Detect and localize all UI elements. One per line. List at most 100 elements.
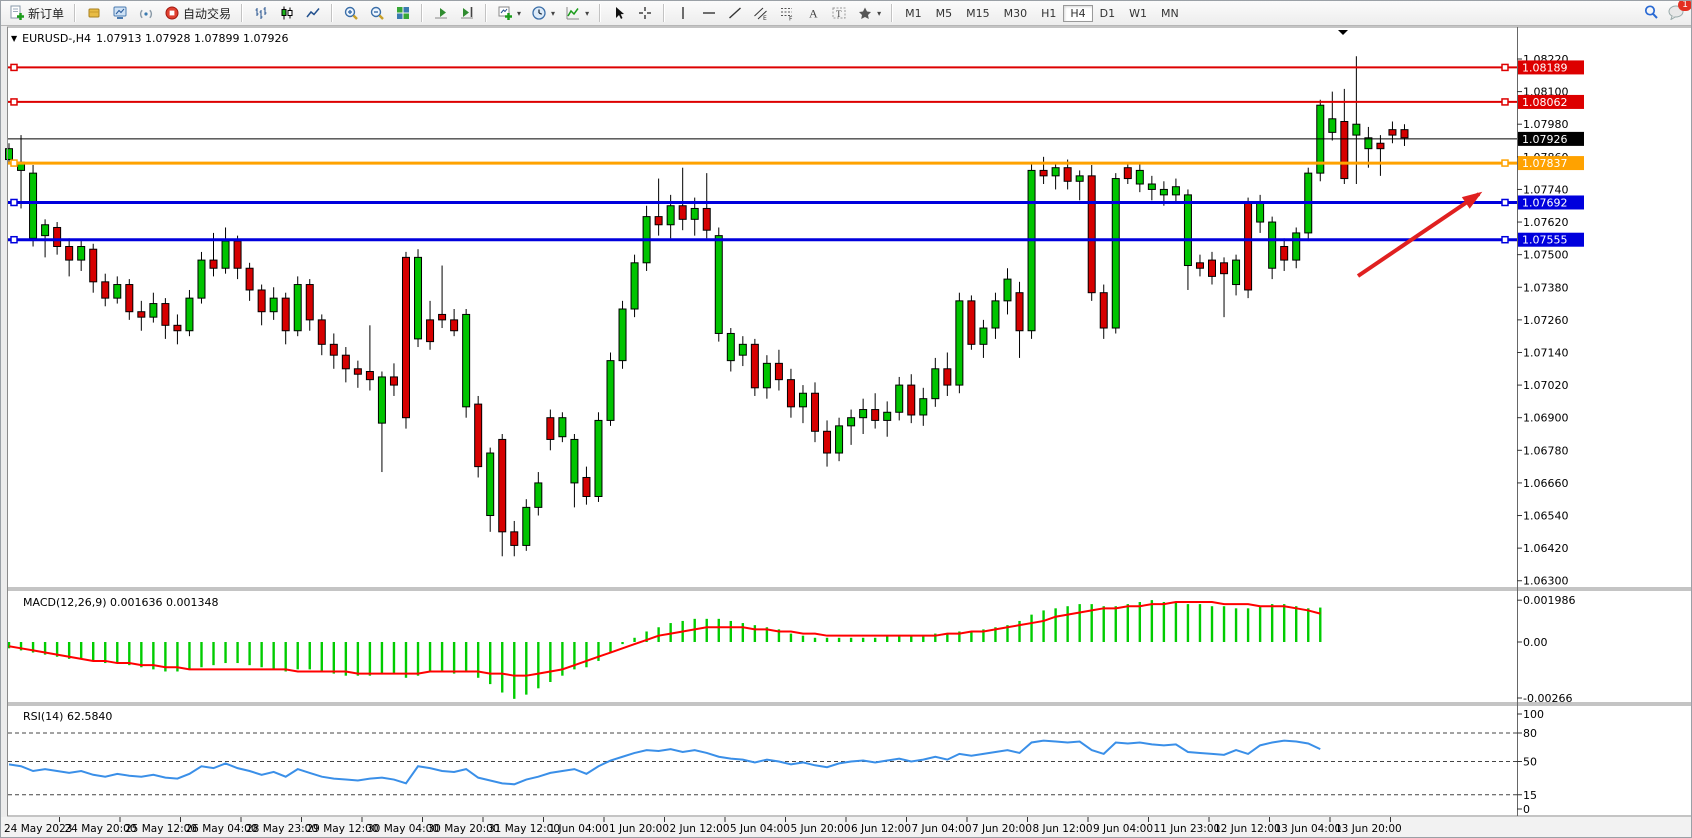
hline-handle[interactable] xyxy=(10,235,18,244)
periodicity-tool-button[interactable]: ▾ xyxy=(526,3,560,23)
arrows-dropdown-caret-icon[interactable]: ▾ xyxy=(877,8,882,18)
price-tick-label: 1.07380 xyxy=(1523,281,1569,294)
chart-shift-tool-button[interactable] xyxy=(454,3,480,23)
rsi-indicator-label: RSI(14) 62.5840 xyxy=(23,710,113,723)
bar-chart-tool-button[interactable] xyxy=(248,3,274,23)
timeframe-button-m1[interactable]: M1 xyxy=(905,6,922,20)
timeframe-button-d1[interactable]: D1 xyxy=(1099,6,1116,20)
candle-bull xyxy=(594,419,603,498)
cursor-tool-button[interactable] xyxy=(606,3,632,23)
timeframe-button-mn[interactable]: MN xyxy=(1161,6,1179,20)
candle-bull xyxy=(690,207,699,220)
candle-bull xyxy=(1364,137,1373,150)
gold-package-tool-button[interactable] xyxy=(81,3,107,23)
vertical-line-tool-button[interactable] xyxy=(670,3,696,23)
timeframe-button-m5[interactable]: M5 xyxy=(935,6,953,20)
signals-tool-button[interactable] xyxy=(133,3,159,23)
candle-bear xyxy=(1039,169,1048,177)
price-tick-label: 1.06540 xyxy=(1523,510,1569,523)
trade-profile-tool-button[interactable] xyxy=(107,3,133,23)
candle-bear xyxy=(654,216,663,226)
candlestick-chart-tool-button[interactable] xyxy=(274,3,300,23)
indicators-icon xyxy=(565,5,581,21)
hline-handle[interactable] xyxy=(10,198,18,207)
price-tick-label: 1.06420 xyxy=(1523,542,1569,555)
gold-package-icon xyxy=(86,5,102,21)
indicators-dropdown-caret-icon[interactable]: ▾ xyxy=(585,8,590,18)
auto-scroll-icon xyxy=(433,5,449,21)
candle-bear xyxy=(1099,292,1108,329)
chart-window[interactable]: 1.082201.081001.079801.078601.077401.076… xyxy=(1,26,1692,838)
fibonacci-tool-button[interactable]: F xyxy=(774,3,800,23)
price-badge xyxy=(1518,195,1584,210)
price-tick-label: 1.07140 xyxy=(1523,346,1569,359)
new-chart-dropdown-caret-icon[interactable]: ▾ xyxy=(517,8,522,18)
macd-tick-label: 0.001986 xyxy=(1523,594,1576,607)
timeframe-button-h4[interactable]: H4 xyxy=(1063,4,1093,22)
candle-bear xyxy=(401,256,410,419)
text-label-tool-button[interactable]: T xyxy=(826,3,852,23)
chart-scroll-marker-icon[interactable] xyxy=(1338,30,1348,35)
candle-bull xyxy=(113,284,122,299)
price-badge-label: 1.07926 xyxy=(1522,133,1568,146)
toolbar-separator xyxy=(331,4,334,22)
candle-bear xyxy=(750,343,759,389)
candle-bull xyxy=(1183,194,1192,267)
autotrading-button[interactable]: 自动交易 xyxy=(159,3,236,24)
rsi-tick-label: 80 xyxy=(1523,727,1537,740)
zoom-in-tool-button[interactable] xyxy=(338,3,364,23)
hline-handle[interactable] xyxy=(1501,98,1509,106)
time-tick-label: 30 May 20:00 xyxy=(428,823,500,835)
price-chart-canvas[interactable]: 1.082201.081001.079801.078601.077401.076… xyxy=(1,26,1692,838)
hline-handle[interactable] xyxy=(1501,235,1509,244)
crosshair-tool-button[interactable] xyxy=(632,3,658,23)
chat-button[interactable]: 1 xyxy=(1667,1,1691,23)
toolbar-separator xyxy=(891,4,894,22)
line-chart-tool-button[interactable] xyxy=(300,3,326,23)
search-icon[interactable] xyxy=(1643,4,1659,23)
price-tick-label: 1.07740 xyxy=(1523,183,1569,196)
new-chart-tool-button[interactable]: ▾ xyxy=(492,3,526,23)
periodicity-dropdown-caret-icon[interactable]: ▾ xyxy=(551,8,556,18)
trade-profile-icon xyxy=(112,5,128,21)
candle-bull xyxy=(1111,178,1120,329)
time-tick-label: 7 Jun 04:00 xyxy=(912,823,972,835)
autotrading-icon xyxy=(164,5,180,21)
trendline-tool-button[interactable] xyxy=(722,3,748,23)
timeframe-button-h1[interactable]: H1 xyxy=(1041,6,1057,20)
candle-bear xyxy=(967,300,976,345)
price-tick-label: 1.06900 xyxy=(1523,412,1569,425)
indicators-tool-button[interactable]: ▾ xyxy=(560,3,594,23)
price-tick-label: 1.07260 xyxy=(1523,314,1569,327)
timeframe-button-m30[interactable]: M30 xyxy=(1003,6,1028,20)
line-chart-icon xyxy=(305,5,321,21)
candle-bull xyxy=(955,300,964,386)
tile-windows-tool-button[interactable] xyxy=(390,3,416,23)
candle-bear xyxy=(498,438,507,533)
hline-handle[interactable] xyxy=(1501,198,1509,207)
candle-bull xyxy=(618,308,627,362)
timeframe-button-w1[interactable]: W1 xyxy=(1129,6,1147,20)
signals-icon xyxy=(138,5,154,21)
hline-handle[interactable] xyxy=(10,159,18,167)
auto-scroll-tool-button[interactable] xyxy=(428,3,454,23)
candle-bull xyxy=(1051,167,1060,177)
zoom-out-tool-button[interactable] xyxy=(364,3,390,23)
new-order-button[interactable]: 新订单 xyxy=(4,3,69,24)
hline-handle[interactable] xyxy=(1501,63,1509,72)
text-tool-button[interactable]: A xyxy=(800,3,826,23)
chart-title-caret-icon[interactable]: ▼ xyxy=(11,34,18,43)
candle-bear xyxy=(907,384,916,416)
horizontal-line-tool-button[interactable] xyxy=(696,3,722,23)
candle-bull xyxy=(269,297,278,313)
candle-bear xyxy=(65,246,74,261)
hline-handle[interactable] xyxy=(10,98,18,106)
trend-arrow-line[interactable] xyxy=(1356,192,1481,278)
hline-handle[interactable] xyxy=(1501,159,1509,167)
price-tick-label: 1.06300 xyxy=(1523,575,1569,588)
equidistant-channel-tool-button[interactable]: E xyxy=(748,3,774,23)
hline-handle[interactable] xyxy=(10,63,18,72)
price-tick-label: 1.07620 xyxy=(1523,216,1569,229)
timeframe-button-m15[interactable]: M15 xyxy=(966,6,990,20)
arrows-tool-button[interactable]: ▾ xyxy=(852,3,886,23)
